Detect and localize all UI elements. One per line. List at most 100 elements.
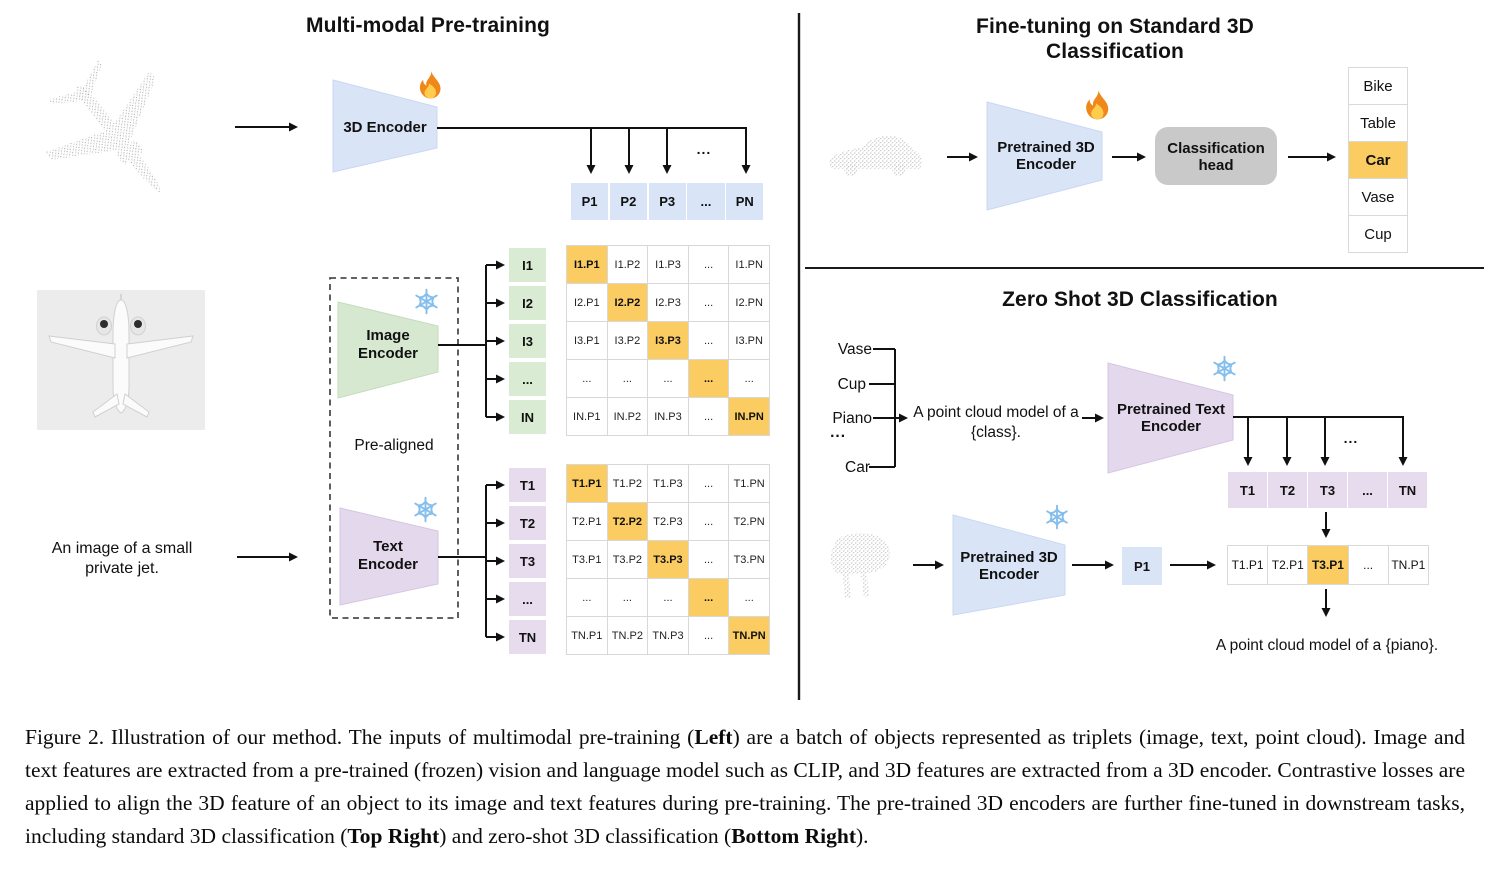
matrix-cell-...: ... <box>729 360 769 397</box>
matrix-cell-...: ... <box>688 465 729 502</box>
text-encoder-shape <box>339 507 439 606</box>
finetune-title: Fine-tuning on Standard 3D Classificatio… <box>976 15 1254 64</box>
matrix-cell-...: ... <box>729 579 769 616</box>
class-label-cup: Cup <box>837 376 866 393</box>
matrix-cell-t3.pn: T3.PN <box>729 541 769 578</box>
matrix-cell-...: ... <box>688 246 729 283</box>
matrix-cell-in.p2: IN.P2 <box>607 398 648 435</box>
cell-i3: I3 <box>509 324 546 358</box>
zeroshot-3d-encoder-label: Pretrained 3D Encoder <box>960 549 1058 583</box>
pretrained-text-encoder-shape <box>1107 362 1234 474</box>
fanout-ellipsis: ... <box>696 141 712 157</box>
text-feature-bracket <box>438 480 505 642</box>
image-point-similarity-matrix: I1.P1 I1.P2 I1.P3... I1.PN I2.P1 I2.P2 I2.P3..… <box>566 245 770 436</box>
class-label-car: Car <box>845 459 870 476</box>
fire-icon <box>419 69 441 99</box>
zeroshot-result-text: A point cloud model of a {piano}. <box>1215 637 1439 654</box>
matrix-cell-i1.p2: I1.P2 <box>607 246 648 283</box>
matrix-cell-i2.p2: I2.P2 <box>607 284 648 321</box>
cell-p1: P1 <box>571 183 609 220</box>
matrix-cell-i2.p3: I2.P3 <box>648 284 688 321</box>
matrix-cell-in.p3: IN.P3 <box>648 398 688 435</box>
matrix-cell-t2.p3: T2.P3 <box>648 503 688 540</box>
zeroshot-title: Zero Shot 3D Classification <box>1002 288 1278 311</box>
matrix-cell-i3.p1: I3.P1 <box>567 322 607 359</box>
piano-point-cloud <box>830 533 890 598</box>
pretrained-3d-encoder-label: Pretrained 3D Encoder <box>997 139 1095 173</box>
matrix-cell-tn.p1: TN.P1 <box>567 617 607 654</box>
jet-image <box>37 290 205 430</box>
cell-t2: T2 <box>509 506 546 540</box>
cell-in: IN <box>509 400 546 434</box>
snowflake-icon <box>414 498 437 522</box>
text-encoder-label: Text Encoder <box>357 538 418 573</box>
matrix-cell-...: ... <box>567 579 607 616</box>
fanout-ellipsis: ... <box>1343 430 1359 446</box>
text-point-similarity-matrix: T1.P1 T1.P2 T1.P3... T1.PN T2.P1 T2.P2 T2.P3..… <box>566 464 770 655</box>
class-label-vase: Vase <box>837 341 872 358</box>
figure-caption: Figure 2. Illustration of our method. Th… <box>25 725 1466 848</box>
cell-...: ... <box>509 582 546 616</box>
cell-cup: Cup <box>1348 215 1408 253</box>
image-feature-bracket <box>438 260 505 422</box>
cell-tn.p1: TN.P1 <box>1387 545 1429 585</box>
cell-t3: T3 <box>1308 472 1347 508</box>
classification-head-label: Classification head <box>1167 140 1265 174</box>
matrix-cell-...: ... <box>688 579 729 616</box>
cell-...: ... <box>509 362 546 396</box>
cell-...: ... <box>1347 545 1389 585</box>
cell-t3.p1: T3.P1 <box>1307 545 1349 585</box>
airplane-point-cloud <box>45 60 163 195</box>
cell-tn: TN <box>509 620 546 654</box>
matrix-cell-...: ... <box>688 503 729 540</box>
matrix-cell-i1.p3: I1.P3 <box>648 246 688 283</box>
matrix-cell-in.p1: IN.P1 <box>567 398 607 435</box>
cell-p3: P3 <box>648 183 686 220</box>
cell-p2: P2 <box>609 183 647 220</box>
cell-i2: I2 <box>509 286 546 320</box>
matrix-cell-...: ... <box>567 360 607 397</box>
matrix-cell-...: ... <box>688 360 729 397</box>
3d-encoder-label: 3D Encoder <box>343 119 427 136</box>
cell-t2: T2 <box>1268 472 1307 508</box>
point-feature-cell: P1 <box>1122 547 1162 585</box>
matrix-cell-t1.p3: T1.P3 <box>648 465 688 502</box>
snowflake-icon <box>415 290 438 314</box>
pretraining-title: Multi-modal Pre-training <box>306 14 550 37</box>
cell-t1.p1: T1.P1 <box>1227 545 1269 585</box>
text-feature-fanout <box>1233 416 1408 466</box>
matrix-cell-tn.pn: TN.PN <box>729 617 769 654</box>
matrix-cell-i2.pn: I2.PN <box>729 284 769 321</box>
point-feature-row: P1 P2 P3... PN <box>571 183 764 220</box>
snowflake-icon <box>1213 357 1236 381</box>
matrix-cell-...: ... <box>688 322 729 359</box>
matrix-cell-t1.p1: T1.P1 <box>567 465 607 502</box>
matrix-cell-i3.pn: I3.PN <box>729 322 769 359</box>
cell-t1: T1 <box>509 468 546 502</box>
class-label-piano: Piano <box>832 410 872 427</box>
image-feature-column: I1 I2 I3... IN <box>509 248 546 434</box>
pre-aligned-dashed-box <box>329 277 459 619</box>
zeroshot-text-feature-row: T1 T2 T3... TN <box>1228 472 1427 508</box>
class-prompt-bracket <box>869 348 908 468</box>
cell-i1: I1 <box>509 248 546 282</box>
cell-t2.p1: T2.P1 <box>1267 545 1309 585</box>
similarity-row: T1.P1 T2.P1 T3.P1... TN.P1 <box>1227 545 1429 585</box>
matrix-cell-t1.p2: T1.P2 <box>607 465 648 502</box>
classification-head-shape <box>1155 127 1277 185</box>
matrix-cell-...: ... <box>688 398 729 435</box>
class-prediction-list: Bike Table Car Vase Cup <box>1348 67 1408 253</box>
cell-t3: T3 <box>509 544 546 578</box>
matrix-cell-...: ... <box>688 284 729 321</box>
image-encoder-shape <box>337 301 439 399</box>
matrix-cell-i2.p1: I2.P1 <box>567 284 607 321</box>
cell-car: Car <box>1348 141 1408 179</box>
matrix-cell-...: ... <box>607 360 648 397</box>
matrix-cell-...: ... <box>648 579 688 616</box>
prompt-text: A point cloud model of a {class}. <box>913 404 1079 441</box>
pretrained-text-encoder-label: Pretrained Text Encoder <box>1116 401 1226 435</box>
matrix-cell-...: ... <box>688 541 729 578</box>
matrix-cell-in.pn: IN.PN <box>729 398 769 435</box>
pre-aligned-label: Pre-aligned <box>354 437 434 454</box>
